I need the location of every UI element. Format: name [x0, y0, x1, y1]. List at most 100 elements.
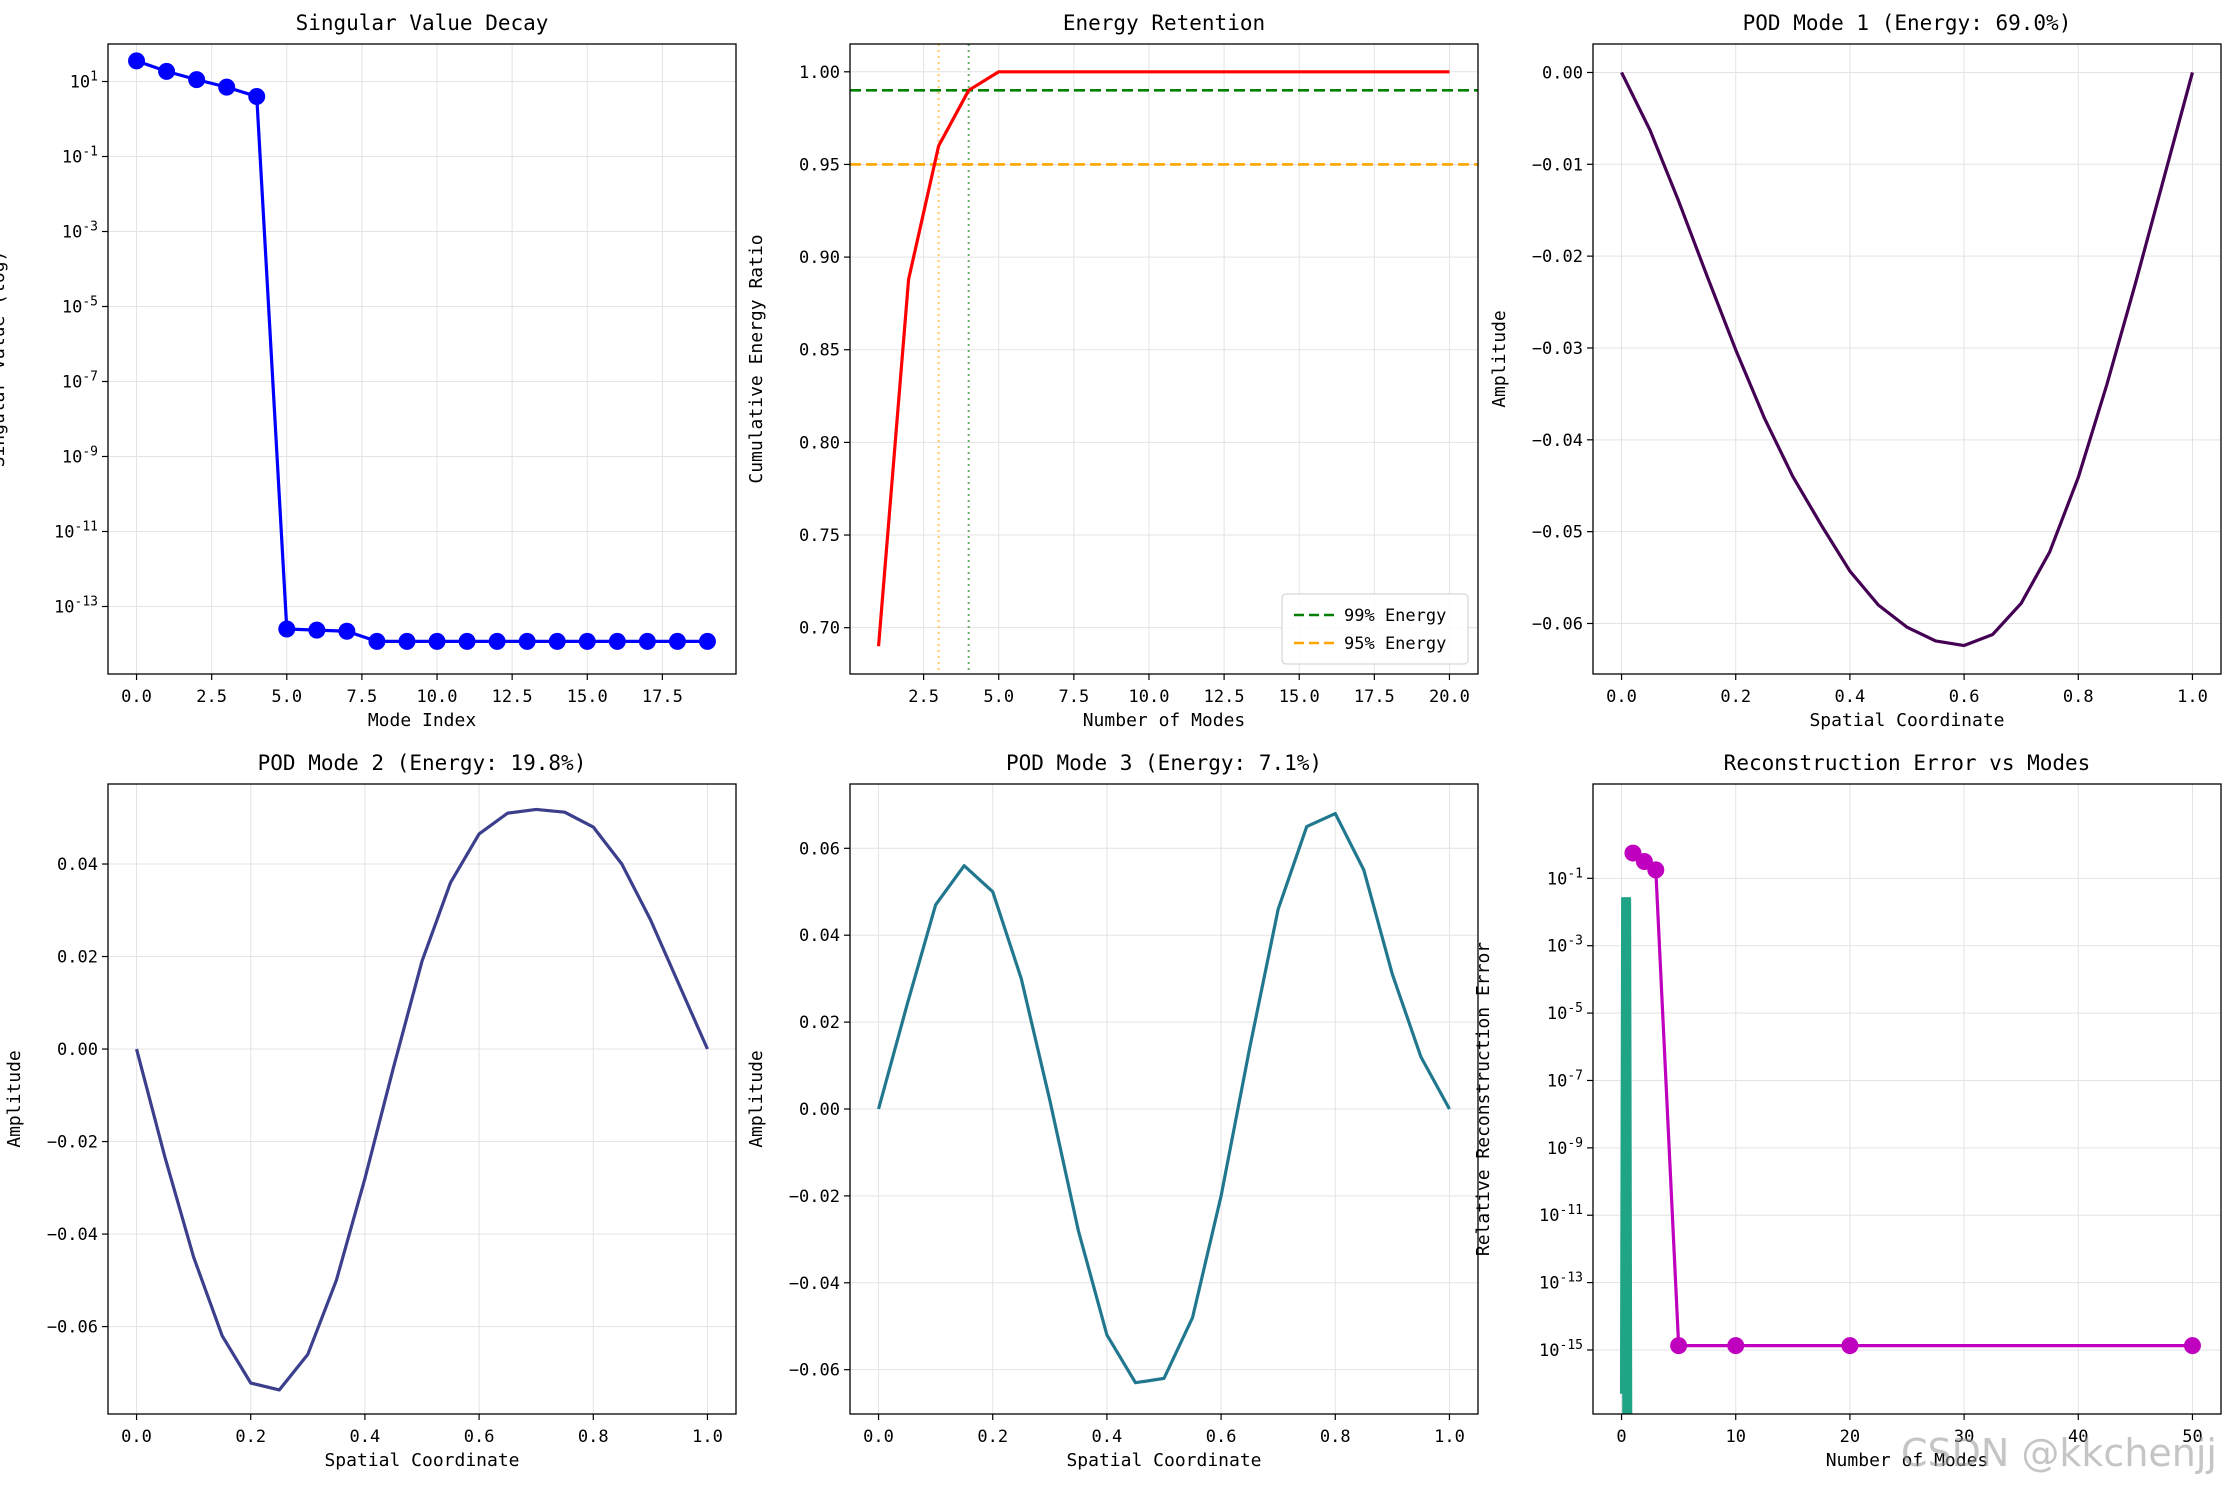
x-tick-label: 20.0 — [1429, 687, 1470, 707]
axes-frame — [107, 783, 737, 1415]
y-tick-label: 0.00 — [799, 1100, 840, 1120]
subplot-5: 0.0 0.2 0.4 0.6 0.8 1.0 0.06 0.04 0.02 0.00 −0.02 −… — [746, 751, 1479, 1471]
x-tick-label: 0.6 — [1949, 687, 1980, 707]
data-point — [278, 620, 296, 638]
x-tick-label: 0 — [1616, 1427, 1626, 1447]
plot-data — [1619, 844, 2201, 1414]
data-point — [128, 52, 146, 70]
x-tick-label: 0.6 — [464, 1427, 495, 1447]
x-tick-label: 20 — [1840, 1427, 1860, 1447]
x-tick-label: 1.0 — [2177, 687, 2208, 707]
x-tick-label: 1.0 — [692, 1427, 723, 1447]
y-tick-label: 0.04 — [799, 926, 840, 946]
y-tick-label: 10-9 — [62, 444, 98, 468]
subplot-4: 0.0 0.2 0.4 0.6 0.8 1.0 0.04 0.02 0.00 −0.02 −0.04… — [4, 751, 737, 1471]
x-tick-label: 17.5 — [642, 687, 683, 707]
x-tick-label: 5.0 — [271, 687, 302, 707]
subplot-3: 0.0 0.2 0.4 0.6 0.8 1.0 0.00 −0.01 −0.02 −0.03 −0.… — [1489, 11, 2222, 731]
data-point — [368, 632, 386, 650]
y-tick-label: 0.70 — [799, 619, 840, 639]
legend: 99% Energy 95% Energy — [1281, 593, 1469, 665]
y-tick-label: 0.06 — [799, 839, 840, 859]
legend-label: 99% Energy — [1344, 606, 1446, 626]
chart-title: POD Mode 2 (Energy: 19.8%) — [258, 751, 587, 775]
y-tick-label: −0.04 — [789, 1274, 840, 1294]
y-tick-label: 10-7 — [62, 369, 98, 393]
x-tick-label: 0.2 — [977, 1427, 1008, 1447]
x-tick-label: 7.5 — [347, 687, 378, 707]
x-tick-label: 0.8 — [1320, 1427, 1351, 1447]
plot-data — [877, 811, 1451, 1385]
y-tick-label: 0.85 — [799, 341, 840, 361]
x-axis-label: Spatial Coordinate — [1066, 1450, 1261, 1471]
x-tick-label: 0.0 — [121, 687, 152, 707]
x-tick-label: 30 — [1954, 1427, 1974, 1447]
x-tick-label: 0.8 — [578, 1427, 609, 1447]
data-point — [548, 632, 566, 650]
data-point — [1841, 1337, 1859, 1355]
x-tick-label: 17.5 — [1354, 687, 1395, 707]
x-tick-label: 0.6 — [1206, 1427, 1237, 1447]
data-point — [248, 88, 266, 105]
y-tick-label: −0.06 — [47, 1318, 98, 1338]
x-tick-label: 15.0 — [567, 687, 608, 707]
x-axis-label: Spatial Coordinate — [324, 1450, 519, 1471]
data-point — [2183, 1337, 2201, 1355]
y-axis-label: Amplitude — [746, 1050, 767, 1148]
y-tick-label: 0.95 — [799, 155, 840, 175]
y-axis-label: Relative Reconstruction Error — [1473, 942, 1494, 1256]
x-tick-label: 2.5 — [196, 687, 227, 707]
y-tick-label: −0.04 — [1532, 431, 1583, 451]
x-axis-label: Number of Modes — [1083, 710, 1246, 731]
watermark: CSDN @kkchenjj — [1901, 1431, 2217, 1475]
plot-area — [108, 784, 736, 1414]
data-point — [458, 632, 476, 650]
data-point — [1727, 1337, 1745, 1355]
y-tick-label: 10-1 — [62, 144, 98, 168]
y-tick-label: 0.04 — [57, 855, 98, 875]
y-tick-label: −0.06 — [1532, 614, 1583, 634]
y-tick-label: 10-13 — [1539, 1270, 1583, 1294]
y-tick-label: 0.90 — [799, 248, 840, 268]
y-tick-label: 10-13 — [54, 594, 98, 618]
plot-data — [135, 807, 709, 1392]
x-tick-label: 0.0 — [1606, 687, 1637, 707]
x-tick-label: 7.5 — [1058, 687, 1089, 707]
x-tick-label: 0.2 — [1720, 687, 1751, 707]
y-tick-label: −0.06 — [789, 1361, 840, 1381]
y-tick-label: 0.02 — [799, 1013, 840, 1033]
plot-area — [108, 44, 736, 674]
plot-area — [1593, 44, 2221, 674]
plot-area — [850, 44, 1478, 674]
y-tick-label: −0.05 — [1532, 523, 1583, 543]
axes-frame — [1592, 43, 2222, 675]
y-tick-label: 10-9 — [1547, 1135, 1583, 1159]
subplot-6: 0 10 20 30 40 50 10-1 10-3 10-5 10-7 10-9 10-11 10-1… — [1473, 751, 2222, 1471]
chart-title: Reconstruction Error vs Modes — [1724, 751, 2091, 775]
series-line — [877, 811, 1451, 1385]
y-tick-label: −0.03 — [1532, 339, 1583, 359]
y-axis-label: Amplitude — [4, 1050, 25, 1148]
data-point — [518, 632, 536, 650]
data-point — [1647, 861, 1665, 879]
data-point — [338, 622, 356, 640]
plot-data — [1620, 71, 2194, 648]
subplot-1: 0.0 2.5 5.0 7.5 10.0 12.5 15.0 17.5 101 10-1 10-3 1… — [0, 11, 737, 731]
legend-box — [1281, 593, 1469, 665]
x-axis-label: Spatial Coordinate — [1809, 710, 2004, 731]
x-tick-label: 0.2 — [235, 1427, 266, 1447]
y-axis-label: Cumulative Energy Ratio — [746, 234, 767, 483]
x-tick-label: 0.8 — [2063, 687, 2094, 707]
y-tick-label: 10-7 — [1547, 1068, 1583, 1092]
chart-title: POD Mode 3 (Energy: 7.1%) — [1006, 751, 1322, 775]
x-tick-label: 5.0 — [983, 687, 1014, 707]
x-tick-label: 12.5 — [492, 687, 533, 707]
data-point — [608, 632, 626, 650]
x-tick-label: 10 — [1725, 1427, 1745, 1447]
y-tick-label: −0.02 — [1532, 247, 1583, 267]
axes-frame — [849, 43, 1479, 675]
y-tick-label: 1.00 — [799, 63, 840, 83]
plot-area — [1593, 784, 2221, 1414]
y-tick-label: 10-5 — [1547, 1001, 1583, 1024]
series-line — [1619, 896, 1633, 1414]
